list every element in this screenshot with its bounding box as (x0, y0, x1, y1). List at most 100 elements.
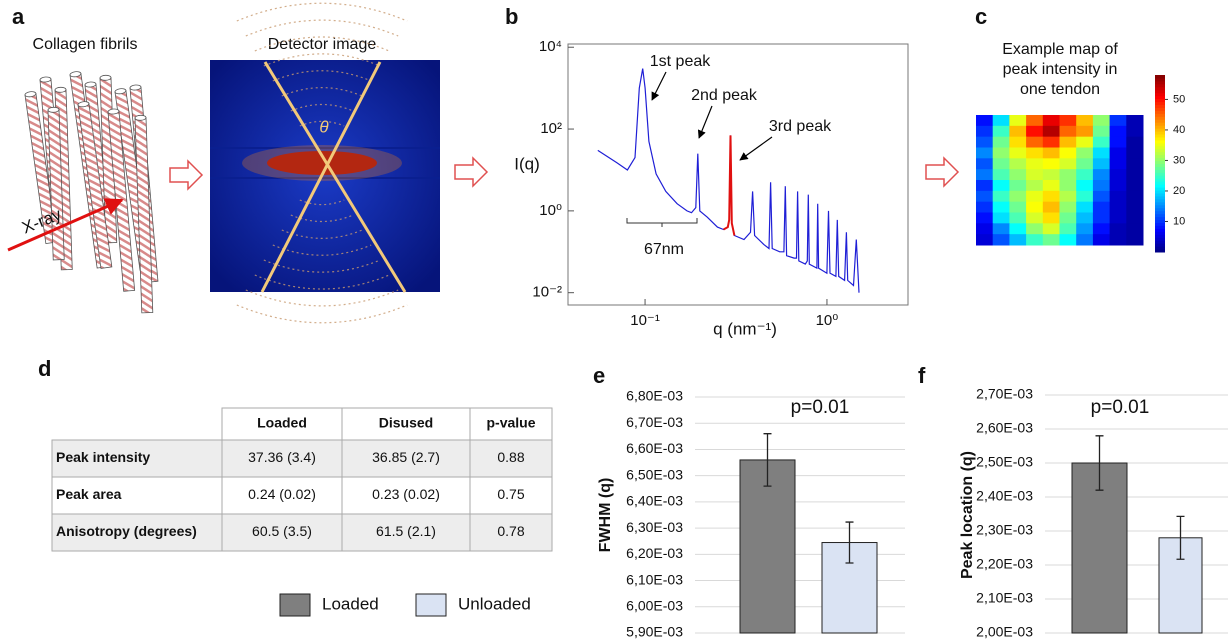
heatmap-cell (1009, 234, 1027, 246)
heatmap-cell (1092, 190, 1111, 203)
heatmap-cell (1092, 180, 1111, 192)
heatmap-cell (1042, 223, 1060, 235)
heatmap-cell (1042, 125, 1060, 138)
row-header: Anisotropy (degrees) (56, 523, 197, 539)
angle-label: θ (319, 117, 329, 136)
panel-label: b (505, 4, 518, 29)
panel-label: c (975, 4, 987, 29)
heatmap-cell (1042, 169, 1060, 181)
header-cell (469, 407, 553, 441)
table-cell (51, 513, 223, 552)
panel-label: d (38, 356, 51, 381)
colorbar-tick-label: 10 (1173, 215, 1185, 227)
legend-label: Unloaded (458, 594, 531, 613)
colorbar-segment (1155, 86, 1165, 91)
heatmap-cell (1026, 201, 1044, 213)
table-value: 36.85 (2.7) (372, 449, 440, 465)
x-axis-label: q (nm⁻¹) (713, 319, 777, 338)
heatmap-cell (1076, 147, 1094, 159)
colorbar-segment (1155, 216, 1165, 221)
heatmap-cell (1042, 190, 1060, 203)
y-tick-label: 10² (540, 120, 562, 137)
fibril-end (99, 74, 112, 81)
colorbar-segment (1155, 178, 1165, 182)
ring (254, 36, 390, 52)
heatmap-cell (1059, 125, 1077, 138)
annotation: 1st peak (650, 53, 711, 70)
period-bracket (626, 218, 698, 227)
heatmap-cell (1109, 223, 1127, 235)
heatmap-cell (1009, 212, 1027, 224)
heatmap-cell (1026, 169, 1044, 181)
heatmap-cell (1109, 212, 1127, 224)
table-value: 0.88 (497, 449, 524, 465)
table-value: 37.36 (3.4) (248, 449, 316, 465)
heatmap-cell (1126, 158, 1144, 170)
table-cell (469, 513, 553, 552)
heatmap-cell (1076, 190, 1094, 203)
colorbar-segment (1155, 80, 1165, 85)
heatmap-cell (1059, 212, 1077, 224)
colorbar-segment (1155, 131, 1165, 135)
heatmap-cell (1026, 212, 1044, 224)
heatmap-cell (976, 190, 994, 203)
x-tick-label: 10⁻¹ (630, 312, 660, 329)
heatmap-cell (976, 223, 994, 235)
y-tick-label: 6,00E-03 (626, 597, 683, 613)
annotation: 3rd peak (769, 118, 832, 135)
y-tick-label: 6,50E-03 (626, 466, 683, 482)
y-axis-label: I(q) (514, 154, 540, 173)
fibril-end (47, 106, 60, 113)
y-tick-label: 10⁴ (539, 38, 562, 55)
colorbar-segment (1155, 228, 1165, 232)
heatmap-cell (992, 212, 1010, 224)
colorbar-segment (1155, 231, 1165, 235)
heatmap-cell (1126, 180, 1144, 192)
fibril-end (39, 76, 52, 83)
colorbar-segment (1155, 75, 1165, 79)
ring (236, 304, 408, 324)
heatmap-cell (1059, 136, 1077, 148)
heatmap-cell (1059, 201, 1077, 213)
annotation: 67nm (644, 241, 684, 258)
annotation: p=0.01 (1091, 397, 1150, 418)
heatmap-cell (1092, 136, 1111, 148)
heatmap-cell (1042, 180, 1060, 192)
heatmap-cell (1059, 115, 1077, 127)
colorbar-segment (1155, 139, 1165, 144)
ring (245, 289, 399, 307)
table-cell (341, 439, 471, 478)
error-bar (763, 433, 772, 487)
sector-line (260, 61, 382, 293)
colorbar-segment (1155, 169, 1165, 173)
heatmap-cell (1092, 125, 1111, 138)
heatmap-cell (976, 115, 994, 127)
heatmap-cell (1076, 212, 1094, 224)
heatmap-cell (1076, 158, 1094, 170)
legend-swatch (279, 593, 311, 617)
heatmap-cell (1042, 136, 1060, 148)
heatmap-cell (1092, 115, 1111, 127)
heatmap-cell (1109, 158, 1127, 170)
y-tick-label: 5,90E-03 (626, 624, 683, 640)
y-tick-label: 6,60E-03 (626, 440, 683, 456)
column-header: p-value (486, 415, 535, 431)
heatmap-cell (976, 234, 994, 246)
heatmap-cell (1126, 125, 1144, 138)
table-cell (221, 476, 343, 515)
colorbar-segment (1155, 145, 1165, 150)
colorbar-tick-label: 20 (1173, 185, 1185, 197)
heatmap-cell (1076, 223, 1094, 235)
heatmap-cell (1009, 180, 1027, 192)
heatmap-cell (1126, 190, 1144, 203)
heatmap-cell (1126, 136, 1144, 148)
flow-arrow (454, 156, 489, 188)
error-bar (1176, 515, 1185, 560)
colorbar-tick-label: 50 (1173, 93, 1185, 105)
heatmap-cell (1009, 190, 1027, 203)
detector-label: Detector image (268, 36, 377, 53)
colorbar-segment (1155, 98, 1165, 103)
heatmap-cell (1026, 158, 1044, 170)
heatmap-cell (992, 180, 1010, 192)
colorbar-segment (1155, 89, 1165, 94)
